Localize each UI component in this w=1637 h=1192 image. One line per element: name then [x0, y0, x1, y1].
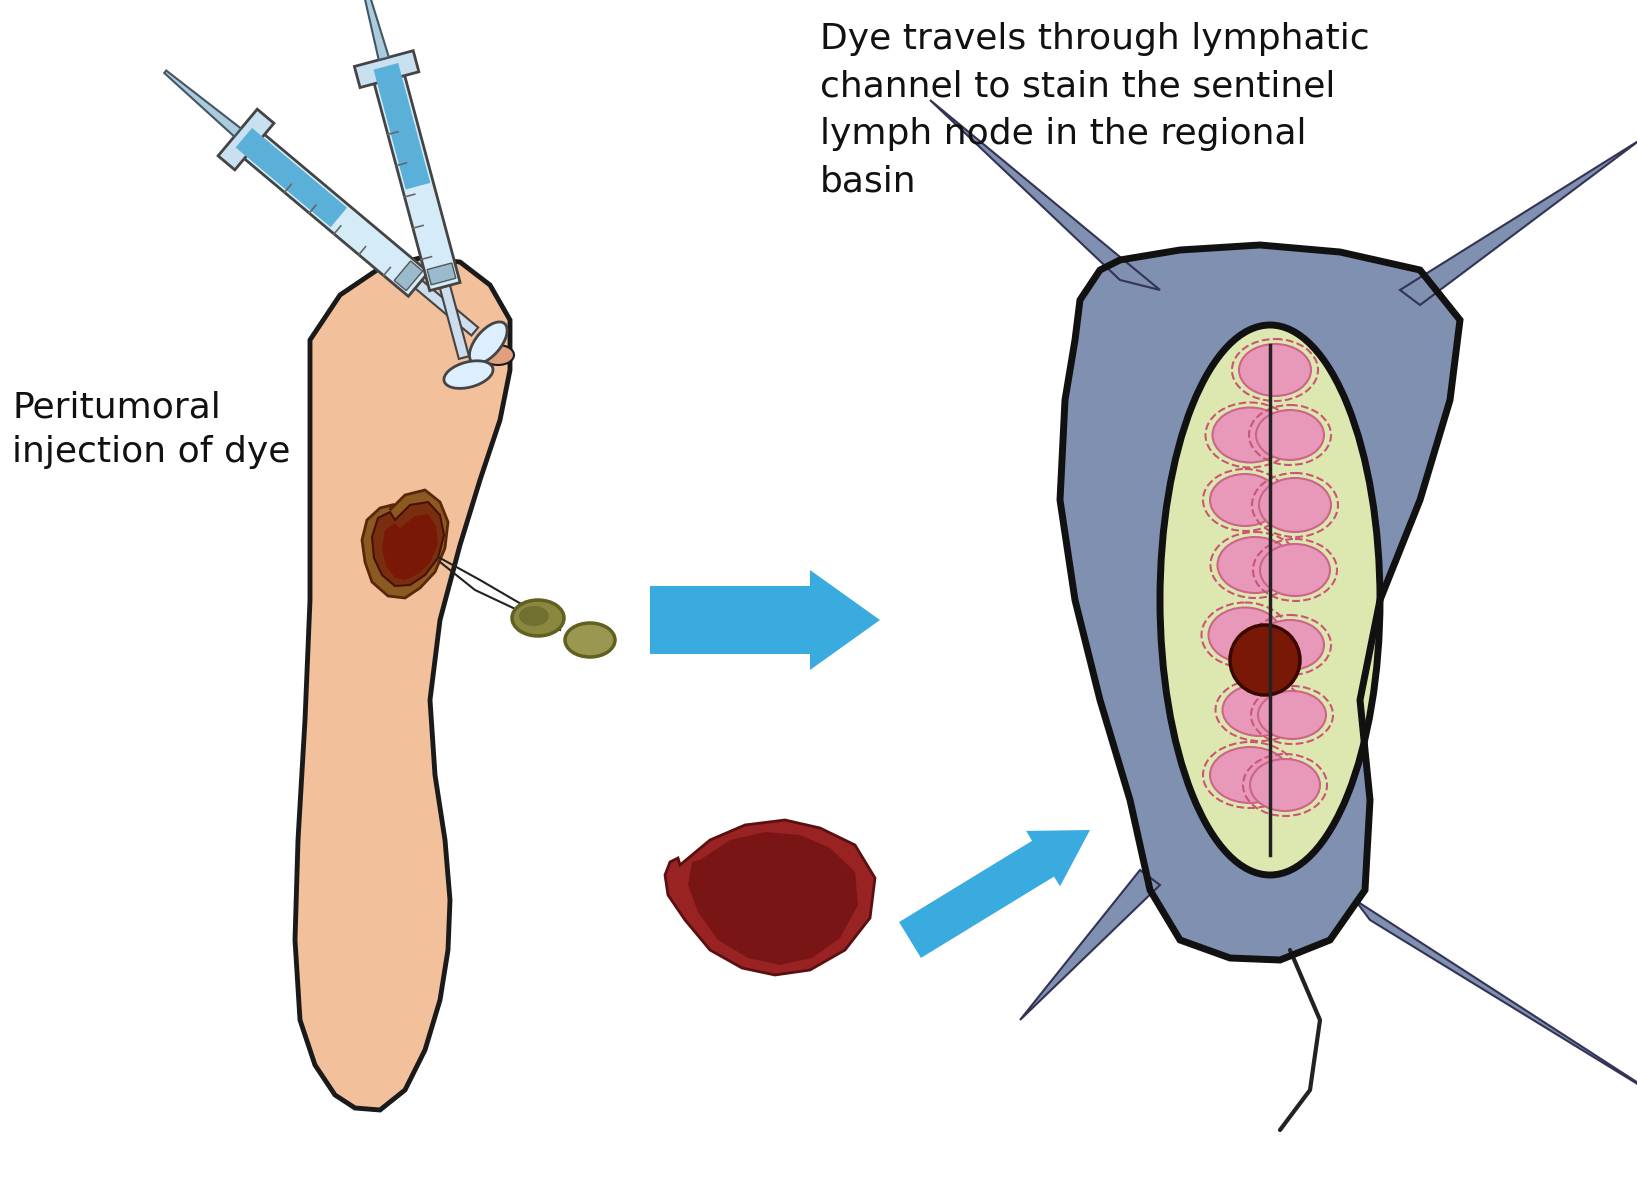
Text: Peritumoral
injection of dye: Peritumoral injection of dye — [11, 390, 290, 468]
FancyArrow shape — [650, 570, 881, 670]
Polygon shape — [218, 110, 273, 170]
Ellipse shape — [1257, 691, 1326, 739]
Ellipse shape — [1161, 325, 1380, 875]
Ellipse shape — [512, 600, 565, 637]
Ellipse shape — [519, 606, 548, 626]
Ellipse shape — [1259, 478, 1331, 532]
Ellipse shape — [1251, 759, 1319, 811]
Ellipse shape — [1223, 684, 1298, 735]
Ellipse shape — [1213, 408, 1287, 462]
Text: Dye travels through lymphatic
channel to stain the sentinel
lymph node in the re: Dye travels through lymphatic channel to… — [820, 21, 1370, 199]
Polygon shape — [688, 832, 858, 966]
Ellipse shape — [1256, 410, 1324, 460]
Polygon shape — [359, 0, 390, 60]
Polygon shape — [427, 263, 455, 285]
Polygon shape — [362, 490, 449, 598]
Polygon shape — [231, 124, 429, 297]
Ellipse shape — [444, 361, 493, 389]
Ellipse shape — [1239, 344, 1311, 396]
Ellipse shape — [1210, 474, 1280, 526]
Polygon shape — [930, 100, 1161, 290]
Polygon shape — [381, 514, 439, 581]
Polygon shape — [370, 60, 460, 291]
Polygon shape — [295, 257, 511, 1110]
Polygon shape — [164, 70, 241, 137]
Polygon shape — [354, 51, 419, 87]
Polygon shape — [1061, 246, 1460, 960]
Polygon shape — [236, 128, 347, 228]
Ellipse shape — [1260, 544, 1329, 596]
Polygon shape — [1020, 870, 1161, 1020]
Polygon shape — [440, 285, 468, 359]
Ellipse shape — [565, 623, 616, 657]
Polygon shape — [372, 502, 444, 586]
Polygon shape — [1400, 139, 1637, 305]
Ellipse shape — [470, 322, 507, 364]
Ellipse shape — [1208, 608, 1282, 663]
Polygon shape — [373, 63, 431, 190]
Ellipse shape — [1210, 747, 1290, 803]
Ellipse shape — [1256, 620, 1324, 670]
Ellipse shape — [1218, 538, 1293, 592]
Polygon shape — [665, 820, 876, 975]
Polygon shape — [416, 280, 478, 335]
Polygon shape — [395, 261, 422, 291]
Ellipse shape — [481, 344, 514, 365]
Circle shape — [1229, 625, 1300, 695]
FancyArrow shape — [899, 830, 1090, 958]
Polygon shape — [1355, 900, 1637, 1110]
